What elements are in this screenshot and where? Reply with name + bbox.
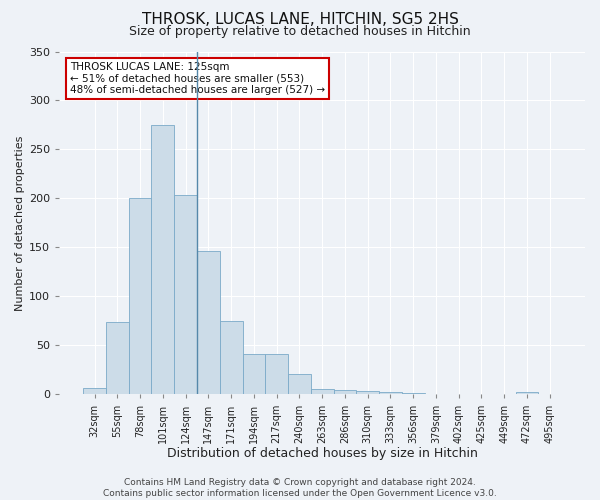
Bar [242,354,265,395]
Bar [334,390,356,394]
Text: THROSK LUCAS LANE: 125sqm
← 51% of detached houses are smaller (553)
48% of semi: THROSK LUCAS LANE: 125sqm ← 51% of detac… [70,62,325,95]
Bar [174,194,197,394]
Bar [379,392,402,394]
Bar [129,198,151,394]
Bar [151,125,174,394]
Bar [197,252,220,394]
Text: THROSK, LUCAS LANE, HITCHIN, SG5 2HS: THROSK, LUCAS LANE, HITCHIN, SG5 2HS [142,12,458,28]
Bar [106,322,129,394]
Bar [265,354,288,395]
Bar [356,390,379,394]
Y-axis label: Number of detached properties: Number of detached properties [15,136,25,310]
Text: Size of property relative to detached houses in Hitchin: Size of property relative to detached ho… [129,25,471,38]
Text: Contains HM Land Registry data © Crown copyright and database right 2024.
Contai: Contains HM Land Registry data © Crown c… [103,478,497,498]
Bar [311,388,334,394]
Bar [288,374,311,394]
Bar [83,388,106,394]
Bar [220,321,242,394]
X-axis label: Distribution of detached houses by size in Hitchin: Distribution of detached houses by size … [167,447,478,460]
Bar [515,392,538,394]
